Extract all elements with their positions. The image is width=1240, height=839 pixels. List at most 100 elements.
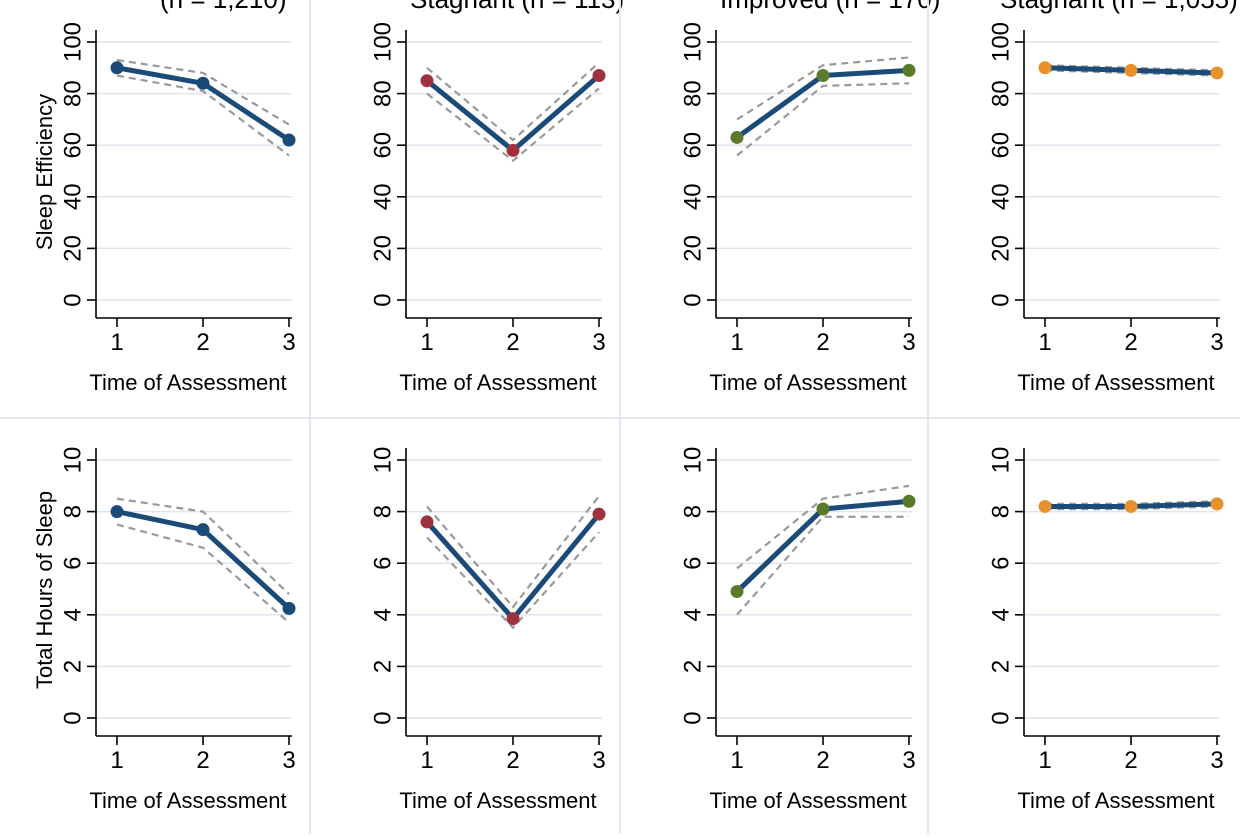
ci-upper-line (736, 56, 910, 121)
y-tick-label: 10 (679, 447, 706, 474)
ci-lower-line (736, 82, 910, 157)
ci-upper-line (426, 495, 600, 609)
y-tick-label: 80 (59, 80, 86, 107)
x-tick-label: 3 (902, 329, 915, 356)
chart-panel-r1-c3: 0 20 40 60 80 100 1 2 3 Time of Assessment (679, 22, 915, 395)
header-segment-1: (n = 1,210) (160, 0, 286, 14)
data-point (110, 505, 124, 519)
x-tick-label: 3 (1210, 329, 1223, 356)
data-point (196, 523, 210, 537)
y-tick-label: 80 (987, 80, 1014, 107)
y-tick-label: 40 (679, 183, 706, 210)
y-tick-label: 100 (987, 22, 1014, 62)
data-point (506, 612, 520, 626)
y-tick-label: 60 (369, 132, 396, 159)
y-tick-label: 80 (679, 80, 706, 107)
x-tick-label: 1 (1038, 329, 1051, 356)
y-tick-label: 40 (369, 183, 396, 210)
y-axis-title: Total Hours of Sleep (32, 491, 57, 689)
data-point (282, 601, 296, 615)
y-tick-label: 0 (369, 293, 396, 306)
x-tick-label: 3 (282, 329, 295, 356)
chart-panel-r1-c2: 0 20 40 60 80 100 1 2 3 Time of Assessment (369, 22, 605, 395)
data-point (902, 494, 916, 508)
x-tick-label: 2 (506, 747, 519, 774)
ci-lower-line (426, 531, 600, 630)
data-point (1210, 66, 1224, 80)
y-tick-label: 20 (679, 235, 706, 262)
y-tick-label: 10 (369, 447, 396, 474)
ci-upper-line (426, 61, 600, 142)
x-axis-title: Time of Assessment (89, 788, 286, 813)
x-axis-title: Time of Assessment (399, 788, 596, 813)
data-point (110, 61, 124, 75)
ci-upper-line (116, 58, 290, 126)
y-tick-label: 8 (59, 505, 86, 518)
y-tick-label: 20 (987, 235, 1014, 262)
x-tick-label: 3 (592, 747, 605, 774)
x-axis-title: Time of Assessment (399, 370, 596, 395)
y-tick-label: 20 (369, 235, 396, 262)
y-tick-label: 100 (679, 22, 706, 62)
x-tick-label: 2 (196, 329, 209, 356)
x-axis-title: Time of Assessment (709, 370, 906, 395)
header-segment-4: Stagnant (n = 1,055) (1000, 0, 1238, 14)
y-tick-label: 4 (369, 608, 396, 621)
data-point (902, 63, 916, 77)
data-point (1210, 497, 1224, 511)
x-axis-title: Time of Assessment (1017, 788, 1214, 813)
x-tick-label: 1 (420, 329, 433, 356)
data-point (592, 69, 606, 83)
y-tick-label: 0 (679, 711, 706, 724)
y-tick-label: 8 (679, 505, 706, 518)
x-tick-label: 2 (506, 329, 519, 356)
chart-panel-r1-c4: 0 20 40 60 80 100 1 2 3 Time of Assessment (987, 22, 1223, 395)
chart-panel-r1-c1: 0 20 40 60 80 100 1 2 3 Time of Assessment Sleep E… (32, 22, 296, 395)
x-axis-title: Time of Assessment (709, 788, 906, 813)
y-tick-label: 100 (59, 22, 86, 62)
y-tick-label: 0 (59, 293, 86, 306)
y-tick-label: 0 (369, 711, 396, 724)
x-tick-label: 3 (592, 329, 605, 356)
x-tick-label: 1 (110, 329, 123, 356)
x-tick-label: 1 (1038, 747, 1051, 774)
data-point (1124, 63, 1138, 77)
x-tick-label: 2 (1124, 747, 1137, 774)
y-tick-label: 0 (59, 711, 86, 724)
data-point (816, 69, 830, 83)
x-tick-label: 2 (816, 747, 829, 774)
y-tick-label: 0 (987, 293, 1014, 306)
y-tick-label: 6 (59, 557, 86, 570)
data-point (1124, 499, 1138, 513)
y-tick-label: 20 (59, 235, 86, 262)
x-tick-label: 2 (1124, 329, 1137, 356)
data-point (1038, 499, 1052, 513)
y-tick-label: 10 (987, 447, 1014, 474)
x-tick-label: 2 (816, 329, 829, 356)
y-tick-label: 2 (369, 660, 396, 673)
x-tick-label: 3 (1210, 747, 1223, 774)
data-point (420, 74, 434, 88)
y-tick-label: 0 (987, 711, 1014, 724)
ci-lower-line (426, 87, 600, 163)
x-axis-title: Time of Assessment (89, 370, 286, 395)
x-tick-label: 1 (730, 747, 743, 774)
y-tick-label: 2 (679, 660, 706, 673)
y-tick-label: 60 (987, 132, 1014, 159)
data-point (196, 76, 210, 90)
x-tick-label: 3 (282, 747, 295, 774)
header-segment-2: Stagnant (n = 113) (410, 0, 624, 14)
data-point (730, 585, 744, 599)
x-tick-label: 1 (730, 329, 743, 356)
data-point (506, 143, 520, 157)
data-point (816, 502, 830, 516)
y-tick-label: 10 (59, 447, 86, 474)
y-tick-label: 6 (987, 557, 1014, 570)
x-tick-label: 1 (420, 747, 433, 774)
